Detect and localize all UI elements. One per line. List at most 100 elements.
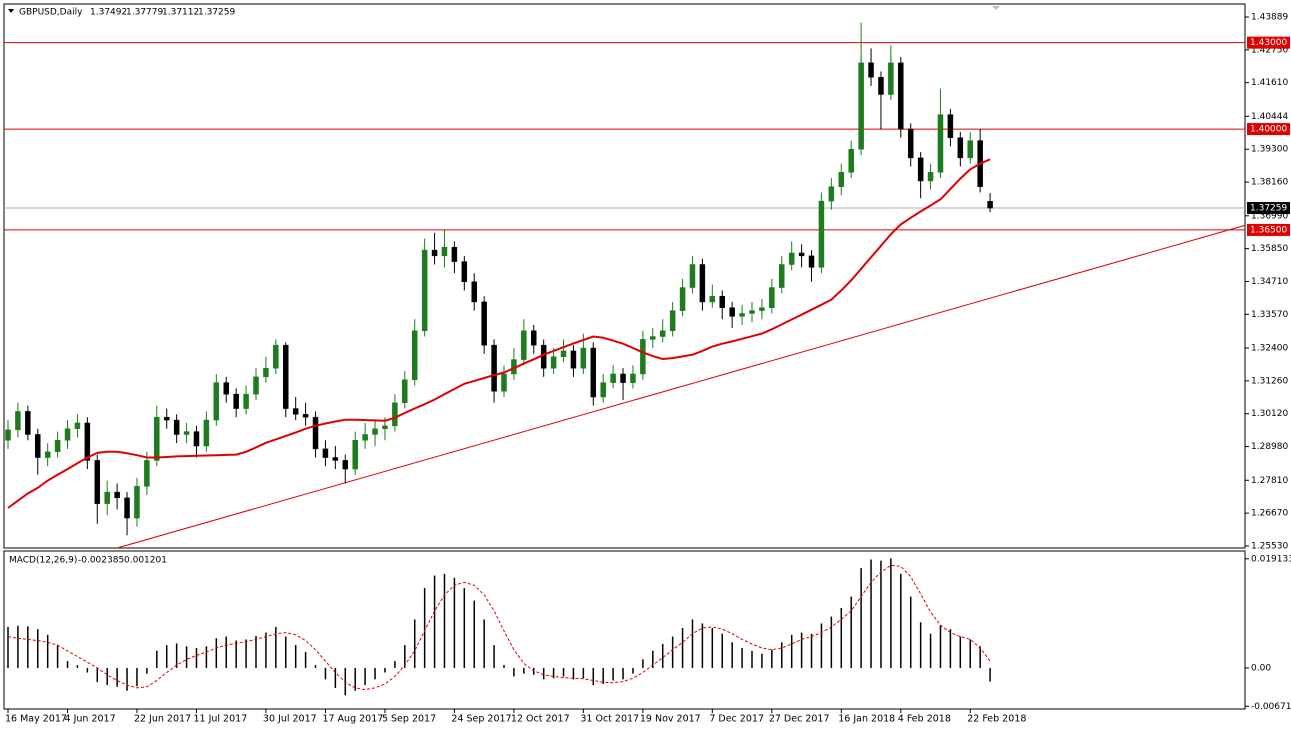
candle-body [5,429,11,441]
candle-body [114,491,120,499]
candle-body [560,350,567,357]
candle-body [898,62,904,130]
candle-body [868,62,874,78]
candle-body [163,416,170,421]
y-tick-label: 1.34710 [1251,277,1288,287]
candle-body [25,411,31,435]
candle-body [957,137,964,159]
candle-body [243,393,249,409]
candle-body [650,336,656,340]
candle-body [501,373,507,392]
price-plot [4,22,1245,548]
candle-body [550,356,557,369]
candle-body [630,373,636,383]
y-tick-label: 1.30120 [1251,409,1288,419]
candle-body [471,281,477,303]
candle-body [84,422,91,461]
candle-body [342,460,349,470]
candle-body [283,344,289,409]
candle-body [521,330,527,360]
candle-body [779,264,785,288]
candle-body [709,295,716,303]
y-tick-label: 1.28980 [1251,442,1288,452]
macd-plot [7,558,991,696]
x-tick-label: 19 Nov 2017 [640,714,701,725]
candle-body [402,379,408,404]
candle-body [322,448,329,458]
candle-body [461,261,468,283]
candle-body [431,249,438,257]
x-tick-label: 22 Feb 2018 [967,714,1026,725]
x-tick-label: 12 Oct 2017 [511,714,570,725]
candle-body [917,157,924,182]
moving-average [7,158,991,509]
candle-body [828,186,835,202]
candle-body [838,172,845,187]
candle-body [451,246,458,262]
candle-body [193,431,200,447]
candle-body [134,486,140,519]
candle-body [74,422,81,429]
y-tick-label: 1.26670 [1251,509,1288,519]
candle-body [729,307,735,317]
candle-body [35,434,41,458]
candle-body [788,252,795,265]
candle-body [907,128,914,159]
candle-body [679,287,686,311]
level-tag [1247,36,1290,49]
x-tick-label: 16 May 2017 [5,714,67,725]
high-value: 1.37779 [126,8,163,18]
candle-body [769,287,775,308]
candle-body [94,460,101,504]
macd-panel [3,550,1246,710]
candle-body [312,416,319,450]
candle-body [362,434,368,441]
candle-body [491,344,497,392]
candle-body [332,457,339,461]
x-tick-label: 4 Feb 2018 [898,714,951,725]
open-value: 1.37492 [90,8,127,18]
candle-body [124,497,130,519]
candle-body [699,264,706,303]
candle-body [808,255,815,268]
x-tick-label: 30 Jul 2017 [263,714,317,725]
macd-value: -0.002385 [78,556,124,566]
candle-body [818,200,825,268]
candle-body [183,431,190,435]
candle-body [481,301,487,346]
price-panel [3,3,1246,549]
level-tag [1247,223,1290,236]
candle-body [858,62,864,150]
candle-body [392,402,398,427]
candle-body [154,416,160,461]
candle-body [203,419,210,447]
price-label: 1.37259 [1250,204,1287,214]
x-tick-label: 16 Jan 2018 [838,714,895,725]
candle-body [233,393,239,409]
candle-body [739,313,745,317]
candle-body [927,172,934,182]
menu-arrow [8,9,14,13]
axes: 1.43889 1.42750 1.41610 1.40444 1.39300 1.381… [5,13,1291,725]
y-tick-label: 1.32400 [1251,344,1288,354]
candle-body [15,411,21,431]
y-tick-label: 1.41610 [1251,78,1288,88]
macd-tick-label: 0.019133 [1251,554,1291,564]
level-label: 1.40000 [1250,125,1287,135]
candle-body [967,140,973,159]
candle-body [719,295,725,308]
candle-body [640,339,646,375]
candle-body [947,114,954,138]
price-tag [1247,202,1290,215]
macd-signal [7,564,991,691]
x-tick-label: 4 Jun 2017 [65,714,116,725]
x-tick-label: 7 Dec 2017 [709,714,764,725]
y-tick-label: 1.38160 [1251,178,1288,188]
x-tick-label: 5 Sep 2017 [382,714,436,725]
candle-body [292,408,299,415]
x-tick-label: 24 Sep 2017 [451,714,511,725]
candle-body [441,246,448,257]
symbol-label: GBPUSD,Daily [19,8,83,18]
candle-body [798,252,805,257]
